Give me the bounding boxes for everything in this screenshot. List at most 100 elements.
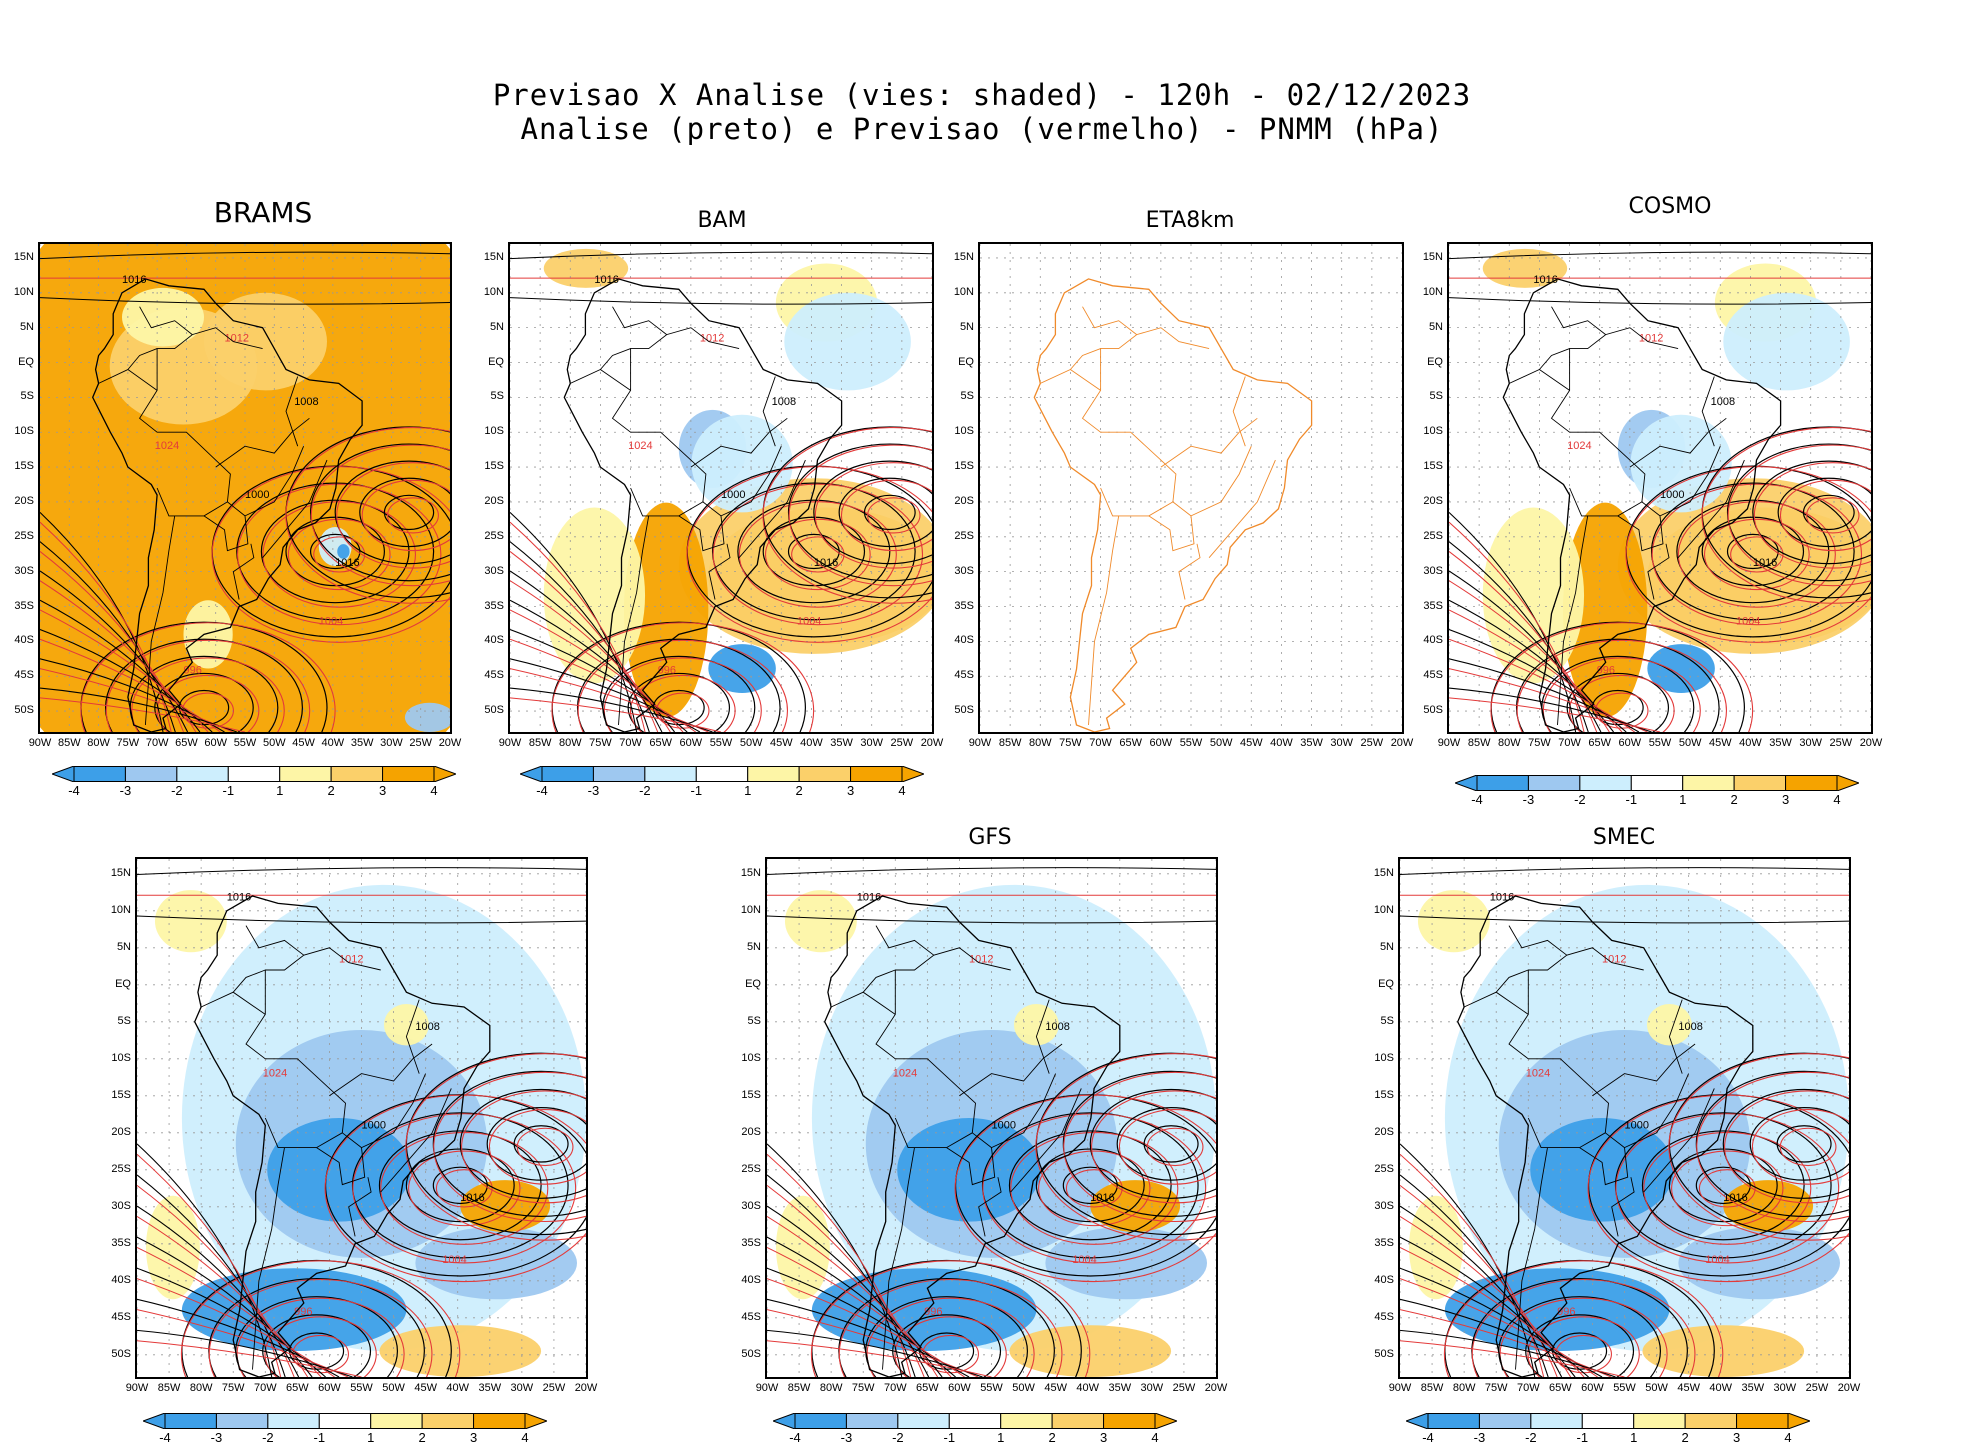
analysis-contour-label: 1016: [1753, 557, 1777, 569]
analysis-isobar: [137, 867, 586, 876]
lon-tick-label: 45W: [414, 1382, 437, 1394]
colorbar-swatch: [1051, 1413, 1105, 1429]
lon-tick-label: 20W: [1859, 737, 1883, 749]
lon-tick-label: 80W: [87, 737, 110, 749]
analysis-isobar: [486, 1107, 586, 1181]
colorbar-swatch: [124, 766, 178, 782]
lat-tick-label: 50S: [1374, 1347, 1394, 1360]
forecast-isobar: [1449, 580, 1610, 732]
analysis-isobar: [40, 629, 213, 732]
forecast-isobar: [1727, 444, 1871, 587]
forecast-contour-label: 1004: [442, 1254, 466, 1266]
country-border: [348, 1177, 372, 1237]
lon-tick-label: 65W: [916, 1382, 939, 1394]
bias-shading: [1723, 292, 1850, 391]
lon-tick-label: 60W: [204, 737, 228, 749]
lat-tick-label: 15N: [1373, 866, 1394, 879]
analysis-isobar: [1400, 1329, 1616, 1377]
forecast-isobar: [1668, 1053, 1849, 1241]
forecast-isobar: [1118, 1109, 1216, 1185]
colorbar: [141, 1412, 549, 1433]
country-border: [618, 515, 650, 726]
country-border: [1035, 999, 1050, 1074]
lat-tick-label: 10N: [1422, 285, 1443, 298]
forecast-isobar: [433, 1071, 586, 1223]
lon-tick-label: 20W: [574, 1382, 598, 1394]
colorbar-swatch: [433, 765, 458, 783]
country-border: [1082, 306, 1137, 335]
forecast-isobar: [712, 483, 924, 626]
lon-tick-label: 20W: [1204, 1382, 1228, 1394]
lat-tick-label: 25S: [111, 1162, 131, 1175]
lon-tick-label: 75W: [589, 737, 612, 749]
analysis-isobar: [1722, 1088, 1849, 1199]
lat-tick-label: 15S: [954, 460, 974, 473]
forecast-contour-label: 1004: [319, 616, 343, 628]
lon-tick-label: 80W: [1497, 737, 1521, 749]
colorbar-label: -4: [1422, 1430, 1434, 1445]
analysis-isobar: [1062, 1166, 1118, 1205]
analysis-contour-label: 1000: [362, 1119, 386, 1131]
analysis-isobar: [1641, 1130, 1805, 1241]
lon-tick-label: 25W: [542, 1382, 566, 1394]
lat-tick-label: 35S: [741, 1236, 761, 1249]
analysis-isobar: [1089, 1088, 1216, 1199]
analysis-isobar: [459, 1088, 586, 1199]
colorbar-swatch: [227, 766, 281, 782]
forecast-isobar: [40, 668, 233, 732]
colorbar-label: -2: [892, 1430, 904, 1445]
bias-shading: [1417, 890, 1490, 953]
country-border: [1550, 327, 1679, 517]
country-border: [405, 999, 420, 1074]
map-frame: 1016 1012 1008 1024 1000 1004 1016 996: [135, 857, 588, 1379]
lon-tick-label: 25W: [890, 737, 914, 749]
lon-tick-label: 55W: [1613, 1382, 1636, 1394]
lat-tick-label: 45S: [111, 1310, 131, 1323]
colorbar-swatch: [1453, 774, 1478, 792]
country-border: [978, 1177, 1002, 1237]
country-border: [875, 947, 1011, 1149]
lon-tick-label: 80W: [819, 1382, 843, 1394]
lon-tick-label: 80W: [1452, 1382, 1476, 1394]
lat-tick-label: 20S: [14, 494, 34, 507]
forecast-isobar: [1443, 1260, 1724, 1377]
country-border: [1557, 515, 1589, 726]
analysis-isobar: [432, 1166, 488, 1205]
figure-title-line2: Analise (preto) e Previsao (vermelho) - …: [520, 112, 1444, 146]
analysis-isobar: [137, 1267, 326, 1377]
lon-tick-label: 40W: [800, 737, 823, 749]
country-border: [611, 327, 740, 517]
lat-tick-label: 45S: [484, 669, 504, 682]
lat-tick-label: 20S: [111, 1125, 131, 1138]
forecast-isobar: [788, 444, 932, 587]
lat-tick-label: 20S: [484, 494, 504, 507]
analysis-isobar: [137, 1205, 300, 1377]
colorbar-swatch: [215, 1413, 269, 1429]
analysis-isobar: [40, 570, 189, 732]
lat-tick-label: 40S: [1423, 634, 1443, 647]
lat-tick-label: EQ: [488, 355, 504, 368]
colorbar-swatch: [370, 1413, 423, 1429]
lon-tick-label: 85W: [1467, 737, 1491, 749]
analysis-isobar: [310, 443, 450, 582]
colorbar-label: -2: [1525, 1430, 1537, 1445]
lon-tick-label: 75W: [221, 1382, 245, 1394]
lat-tick-label: 15N: [740, 866, 761, 879]
lon-tick-label: 45W: [1708, 737, 1732, 749]
colorbar-swatch: [1000, 1413, 1053, 1429]
lat-tick-label: 50S: [741, 1347, 761, 1360]
lat-tick-label: 50S: [484, 704, 504, 717]
forecast-isobar: [810, 1260, 1091, 1377]
lat-tick-label: 35S: [111, 1236, 131, 1249]
analysis-isobar: [767, 1205, 930, 1377]
forecast-isobar: [1701, 427, 1871, 604]
forecast-isobar: [510, 668, 709, 732]
lat-tick-label: 10N: [953, 285, 974, 298]
colorbar-swatch: [798, 766, 852, 782]
lon-tick-label: 70W: [1516, 1382, 1540, 1394]
forecast-isobar: [1449, 697, 1661, 732]
lon-tick-label: 85W: [998, 737, 1022, 749]
lon-tick-label: 90W: [28, 737, 52, 749]
country-border: [200, 991, 266, 1015]
